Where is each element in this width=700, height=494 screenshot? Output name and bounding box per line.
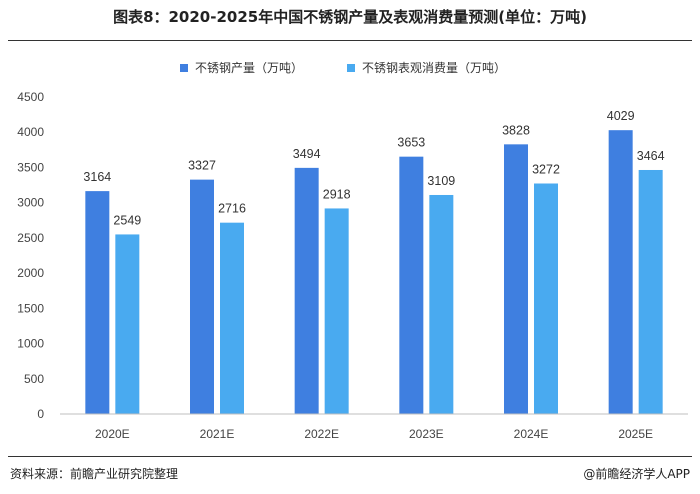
bar — [608, 130, 633, 415]
bar — [190, 179, 214, 414]
bar — [324, 208, 349, 414]
y-tick-label: 4500 — [17, 90, 44, 104]
bar — [504, 144, 528, 414]
data-label: 3164 — [83, 170, 111, 184]
y-axis: 0 500 1000 1500 2000 2500 3000 3500 4000 4500 — [17, 90, 44, 421]
footer-divider — [8, 456, 692, 457]
y-tick-label: 500 — [24, 372, 44, 386]
data-label: 3109 — [427, 174, 455, 188]
data-label: 3828 — [502, 123, 530, 137]
title-divider — [8, 40, 692, 41]
legend-swatch — [180, 64, 188, 72]
data-label: 2549 — [113, 213, 141, 227]
data-label: 3494 — [293, 147, 321, 161]
y-tick-label: 2000 — [17, 266, 44, 280]
x-tick-label: 2020E — [95, 427, 130, 441]
legend-label: 不锈钢表观消费量（万吨） — [362, 61, 506, 75]
data-label: 3327 — [188, 159, 216, 173]
y-tick-label: 1500 — [17, 301, 44, 315]
data-label: 4029 — [607, 109, 635, 123]
y-tick-label: 3500 — [17, 160, 44, 174]
bar — [399, 156, 424, 414]
legend-label: 不锈钢产量（万吨） — [195, 61, 303, 75]
legend: 不锈钢产量（万吨） 不锈钢表观消费量（万吨） — [180, 61, 506, 75]
x-tick-label: 2024E — [514, 427, 549, 441]
data-labels: 3164 3327 3494 3653 3828 4029 2549 2716 2918 3109… — [83, 109, 664, 227]
y-tick-label: 1000 — [17, 337, 44, 351]
bar — [534, 183, 558, 414]
bars — [85, 130, 663, 415]
source-note: 资料来源：前瞻产业研究院整理 — [10, 467, 179, 481]
bar — [638, 169, 663, 414]
bar — [85, 191, 110, 414]
bar — [429, 194, 454, 414]
brand-credit: @前瞻经济学人APP — [583, 467, 690, 481]
data-label: 3272 — [532, 163, 560, 177]
y-tick-label: 0 — [37, 407, 44, 421]
data-label: 3464 — [637, 149, 665, 163]
data-label: 3653 — [397, 136, 425, 150]
legend-swatch — [347, 64, 355, 72]
x-tick-label: 2025E — [618, 427, 653, 441]
x-tick-label: 2023E — [409, 427, 444, 441]
y-tick-label: 2500 — [17, 231, 44, 245]
y-tick-label: 3000 — [17, 196, 44, 210]
bar — [220, 222, 244, 414]
data-label: 2716 — [218, 202, 246, 216]
chart-title: 图表8：2020-2025年中国不锈钢产量及表观消费量预测(单位：万吨) — [113, 8, 587, 26]
y-tick-label: 4000 — [17, 125, 44, 139]
data-label: 2918 — [323, 187, 351, 201]
x-axis: 2020E 2021E 2022E 2023E 2024E 2025E — [60, 413, 688, 441]
x-tick-label: 2022E — [304, 427, 339, 441]
x-tick-label: 2021E — [200, 427, 235, 441]
bar — [115, 234, 140, 414]
bar — [294, 167, 319, 414]
